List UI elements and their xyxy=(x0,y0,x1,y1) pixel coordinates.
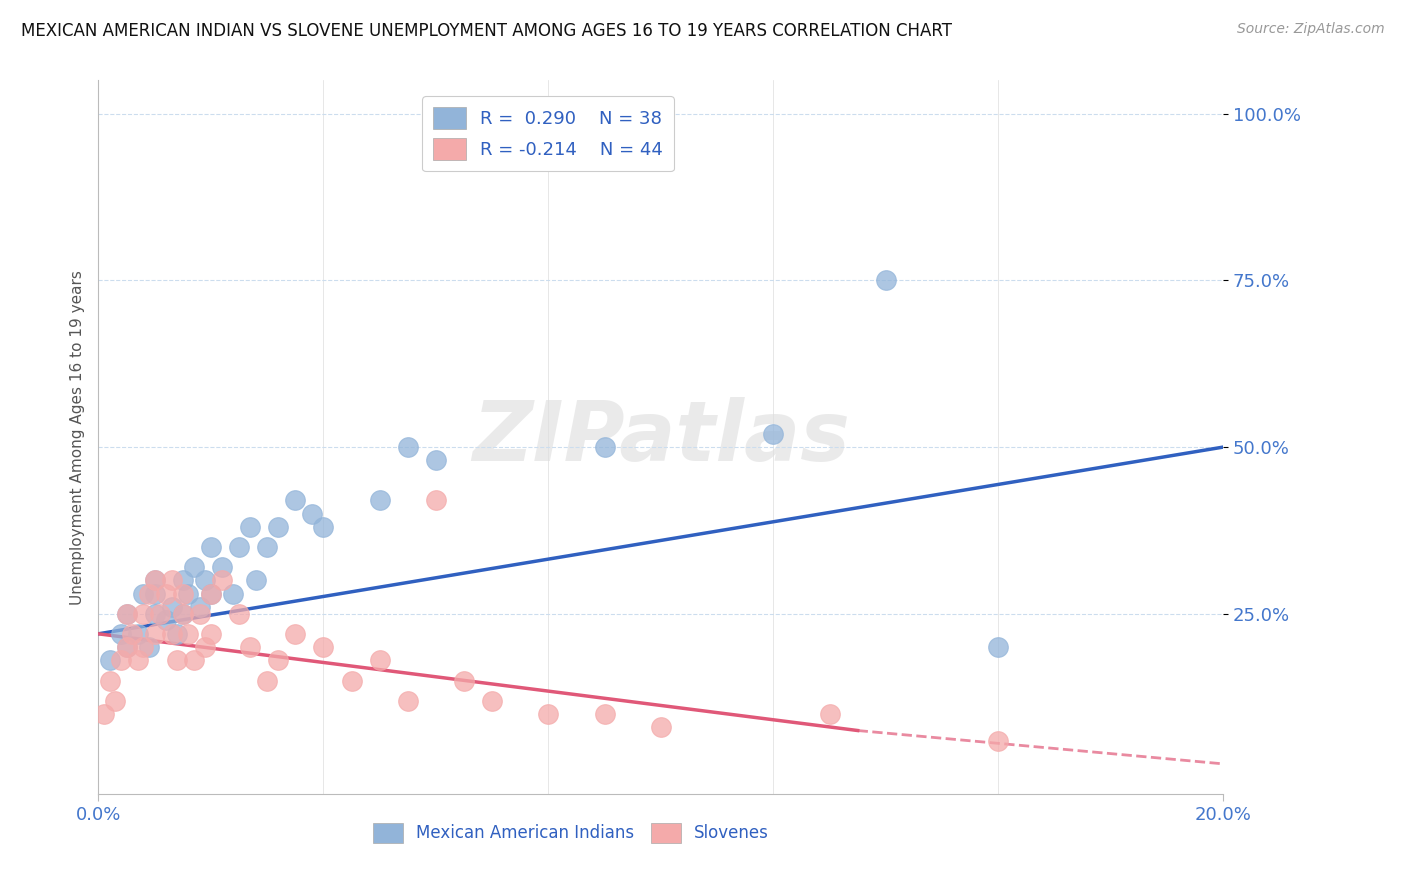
Point xyxy=(396,440,419,454)
Point xyxy=(93,706,115,721)
Text: ZIPatlas: ZIPatlas xyxy=(472,397,849,477)
Point xyxy=(172,587,194,601)
Point xyxy=(115,640,138,655)
Point xyxy=(340,673,363,688)
Point xyxy=(222,587,245,601)
Point xyxy=(875,273,897,287)
Point xyxy=(149,607,172,621)
Point xyxy=(312,640,335,655)
Point xyxy=(481,693,503,707)
Point xyxy=(183,653,205,667)
Point xyxy=(172,574,194,588)
Text: Source: ZipAtlas.com: Source: ZipAtlas.com xyxy=(1237,22,1385,37)
Legend: Mexican American Indians, Slovenes: Mexican American Indians, Slovenes xyxy=(366,816,776,850)
Text: MEXICAN AMERICAN INDIAN VS SLOVENE UNEMPLOYMENT AMONG AGES 16 TO 19 YEARS CORREL: MEXICAN AMERICAN INDIAN VS SLOVENE UNEMP… xyxy=(21,22,952,40)
Point xyxy=(143,627,166,641)
Point xyxy=(239,520,262,534)
Point xyxy=(211,560,233,574)
Point xyxy=(172,607,194,621)
Point xyxy=(200,587,222,601)
Point xyxy=(425,453,447,467)
Point xyxy=(200,540,222,554)
Point xyxy=(177,587,200,601)
Point xyxy=(132,587,155,601)
Point xyxy=(138,640,160,655)
Point xyxy=(762,426,785,441)
Point xyxy=(143,574,166,588)
Point xyxy=(172,607,194,621)
Point xyxy=(396,693,419,707)
Point xyxy=(228,607,250,621)
Point xyxy=(267,653,290,667)
Point xyxy=(183,560,205,574)
Point xyxy=(143,607,166,621)
Point xyxy=(267,520,290,534)
Point xyxy=(188,600,211,615)
Point xyxy=(104,693,127,707)
Point xyxy=(368,653,391,667)
Point xyxy=(194,640,217,655)
Point xyxy=(256,540,278,554)
Point xyxy=(245,574,267,588)
Y-axis label: Unemployment Among Ages 16 to 19 years: Unemployment Among Ages 16 to 19 years xyxy=(69,269,84,605)
Point xyxy=(155,587,177,601)
Point xyxy=(98,673,121,688)
Point xyxy=(987,733,1010,747)
Point xyxy=(537,706,560,721)
Point xyxy=(194,574,217,588)
Point xyxy=(160,600,183,615)
Point xyxy=(312,520,335,534)
Point xyxy=(127,627,149,641)
Point xyxy=(368,493,391,508)
Point xyxy=(256,673,278,688)
Point xyxy=(115,640,138,655)
Point xyxy=(98,653,121,667)
Point xyxy=(200,627,222,641)
Point xyxy=(818,706,841,721)
Point xyxy=(127,653,149,667)
Point xyxy=(110,627,132,641)
Point xyxy=(284,627,307,641)
Point xyxy=(143,574,166,588)
Point xyxy=(166,653,188,667)
Point xyxy=(228,540,250,554)
Point xyxy=(115,607,138,621)
Point xyxy=(188,607,211,621)
Point xyxy=(177,627,200,641)
Point xyxy=(160,627,183,641)
Point xyxy=(650,720,672,734)
Point xyxy=(593,440,616,454)
Point xyxy=(110,653,132,667)
Point xyxy=(453,673,475,688)
Point xyxy=(160,574,183,588)
Point xyxy=(239,640,262,655)
Point xyxy=(284,493,307,508)
Point xyxy=(143,587,166,601)
Point xyxy=(155,614,177,628)
Point xyxy=(138,587,160,601)
Point xyxy=(211,574,233,588)
Point xyxy=(132,607,155,621)
Point xyxy=(987,640,1010,655)
Point xyxy=(200,587,222,601)
Point xyxy=(425,493,447,508)
Point xyxy=(115,607,138,621)
Point xyxy=(166,627,188,641)
Point xyxy=(121,627,143,641)
Point xyxy=(593,706,616,721)
Point xyxy=(301,507,323,521)
Point xyxy=(132,640,155,655)
